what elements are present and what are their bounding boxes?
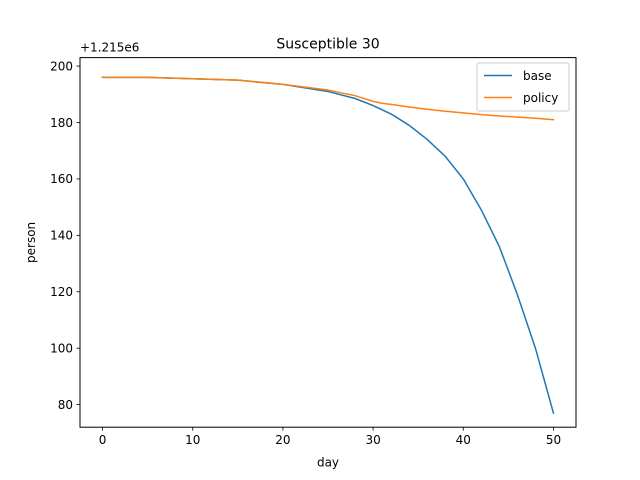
y-tick-label: 80	[58, 398, 73, 412]
x-tick-label: 20	[275, 433, 290, 447]
chart-title: Susceptible 30	[276, 37, 379, 53]
y-tick-label: 140	[50, 229, 73, 243]
y-tick-label: 120	[50, 285, 73, 299]
y-tick-label: 180	[50, 116, 73, 130]
x-tick-label: 30	[365, 433, 380, 447]
y-tick-label: 200	[50, 59, 73, 73]
y-axis-label: person	[24, 222, 38, 263]
legend: base policy	[476, 62, 570, 112]
plot-frame	[79, 57, 577, 428]
x-tick-label: 40	[456, 433, 471, 447]
legend-label-base: base	[523, 69, 552, 83]
x-tick-label: 0	[99, 433, 107, 447]
series-layer	[101, 76, 555, 415]
y-axis-ticks: 80 100 120 140 160 180 200	[50, 59, 80, 412]
legend-label-policy: policy	[523, 91, 558, 105]
x-tick-label: 50	[546, 433, 561, 447]
series-line-policy	[101, 76, 555, 121]
plot-area	[80, 57, 576, 428]
x-axis-label: day	[317, 456, 339, 470]
x-tick-label: 10	[185, 433, 200, 447]
y-tick-label: 100	[50, 342, 73, 356]
y-axis-offset-label: +1.215e6	[80, 41, 139, 55]
x-axis-ticks: 0 10 20 30 40 50	[99, 427, 561, 447]
y-tick-label: 160	[50, 172, 73, 186]
